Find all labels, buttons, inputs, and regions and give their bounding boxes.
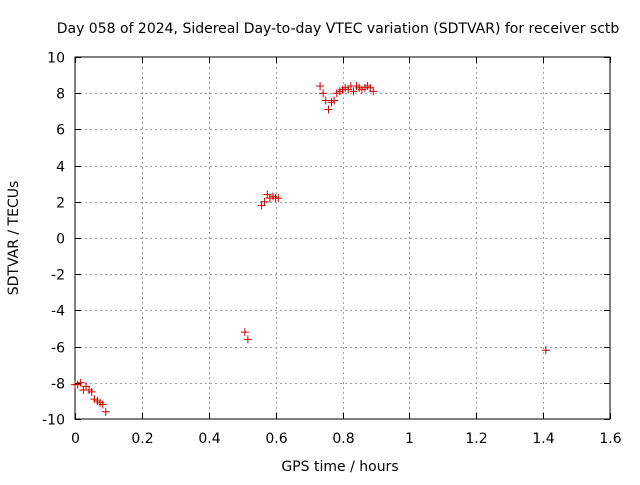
x-tick-label: 0.8 xyxy=(332,431,354,447)
data-point xyxy=(260,197,269,206)
y-tick-label: -8 xyxy=(51,377,65,393)
data-point xyxy=(76,378,85,387)
data-point xyxy=(330,96,339,105)
x-tick-label: 1.4 xyxy=(532,431,554,447)
data-point xyxy=(319,89,328,98)
data-point xyxy=(321,96,330,105)
chart-title: Day 058 of 2024, Sidereal Day-to-day VTE… xyxy=(57,21,620,37)
data-point xyxy=(243,335,252,344)
x-tick-labels: 0 0.2 0.4 0.6 0.8 1 1.2 1.4 1.6 xyxy=(71,431,622,447)
y-tick-label: -2 xyxy=(51,268,65,284)
y-tick-label: 6 xyxy=(56,123,65,139)
x-axis-label: GPS time / hours xyxy=(281,459,398,475)
y-tick-label: -6 xyxy=(51,341,65,357)
data-point xyxy=(101,407,110,416)
data-point xyxy=(324,105,333,114)
data-point xyxy=(316,81,325,90)
data-point xyxy=(87,387,96,396)
axis-ticks xyxy=(75,57,611,420)
data-points xyxy=(71,81,550,416)
x-tick-label: 1 xyxy=(405,431,414,447)
y-axis-label: SDTVAR / TECUs xyxy=(6,181,22,296)
y-tick-label: -4 xyxy=(51,304,65,320)
y-tick-label: -10 xyxy=(42,413,65,429)
y-tick-label: 0 xyxy=(56,232,65,248)
y-tick-labels: -10 -8 -6 -4 -2 0 2 4 6 8 10 xyxy=(42,51,65,429)
x-tick-label: 0 xyxy=(71,431,80,447)
x-tick-label: 0.6 xyxy=(265,431,287,447)
x-tick-label: 1.2 xyxy=(465,431,487,447)
x-tick-label: 0.2 xyxy=(131,431,153,447)
y-tick-label: 2 xyxy=(56,196,65,212)
y-tick-label: 10 xyxy=(47,51,65,67)
grid-lines xyxy=(75,57,610,419)
data-point xyxy=(240,328,249,337)
data-point xyxy=(349,87,358,96)
data-point xyxy=(274,194,283,203)
data-point xyxy=(98,400,107,409)
data-point xyxy=(369,87,378,96)
x-tick-label: 1.6 xyxy=(599,431,621,447)
y-tick-label: 8 xyxy=(56,87,65,103)
x-tick-label: 0.4 xyxy=(198,431,220,447)
data-point xyxy=(541,346,550,355)
y-tick-label: 4 xyxy=(56,160,65,176)
